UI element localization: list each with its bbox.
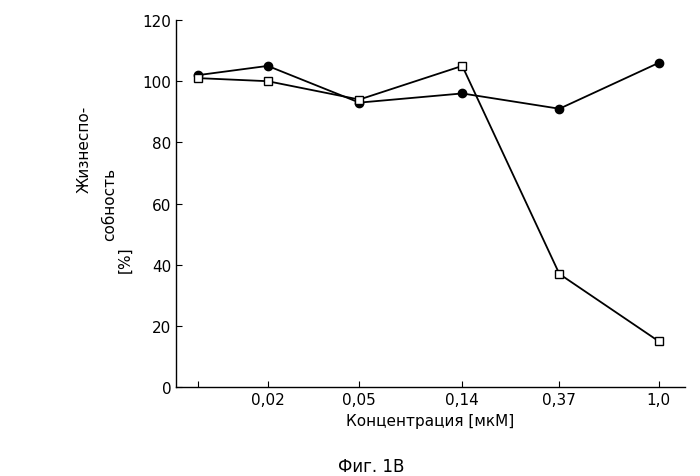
X-axis label: Концентрация [мкМ]: Концентрация [мкМ] [346,413,514,428]
Text: Жизнеспо-: Жизнеспо- [77,106,92,193]
Text: [%]: [%] [118,246,133,272]
Text: Фиг. 1В: Фиг. 1В [338,457,404,475]
Text: собность: собность [102,168,118,241]
